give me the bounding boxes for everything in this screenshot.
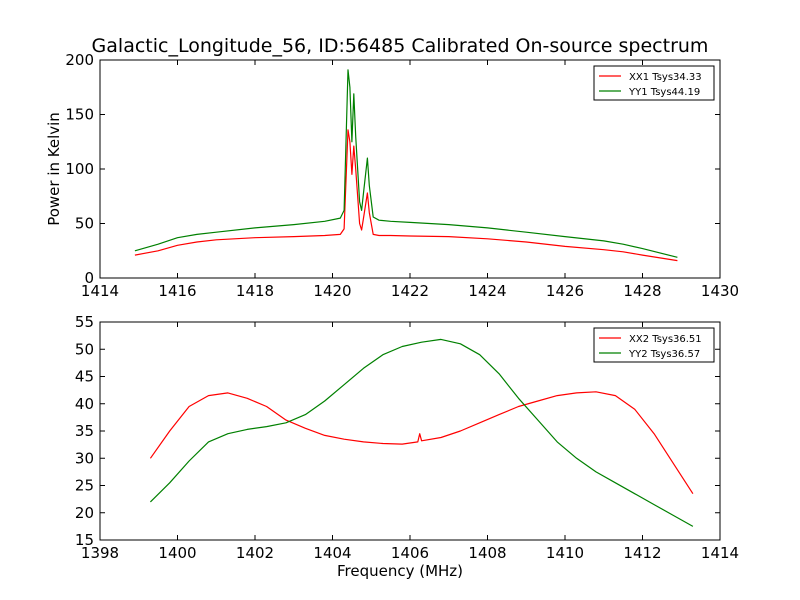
bottom-y-tick-label: 20 — [75, 504, 94, 522]
top-y-tick-label: 200 — [65, 51, 94, 69]
top-series-2-line — [134, 69, 678, 258]
top-x-tick-label: 1416 — [158, 282, 196, 300]
bottom-series-1-line — [149, 391, 694, 495]
bottom-x-tick-label: 1410 — [546, 544, 584, 562]
bottom-y-tick-label: 40 — [75, 395, 94, 413]
chart-title: Galactic_Longitude_56, ID:56485 Calibrat… — [91, 35, 709, 57]
top-legend — [593, 65, 715, 101]
bottom-legend-label-2: YY2 Tsys36.57 — [628, 349, 700, 360]
top-legend-label-2: YY1 Tsys44.19 — [628, 87, 700, 98]
top-x-tick-label: 1424 — [468, 282, 506, 300]
bottom-y-tick-label: 45 — [75, 368, 94, 386]
bottom-series-2-line — [149, 338, 694, 527]
bottom-y-tick-label: 15 — [75, 531, 94, 549]
top-x-tick-label: 1428 — [623, 282, 661, 300]
bottom-y-tick-label: 50 — [75, 340, 94, 358]
bottom-x-tick-label: 1408 — [468, 544, 506, 562]
top-y-tick-label: 100 — [65, 160, 94, 178]
bottom-legend-label-1: XX2 Tsys36.51 — [629, 334, 702, 345]
bottom-x-tick-label: 1400 — [158, 544, 196, 562]
bottom-y-tick-label: 35 — [75, 422, 94, 440]
top-y-tick-label: 150 — [65, 106, 94, 124]
bottom-x-tick-label: 1406 — [391, 544, 429, 562]
bottom-x-tick-label: 1398 — [81, 544, 119, 562]
bottom-y-tick-label: 25 — [75, 477, 94, 495]
top-x-tick-label: 1430 — [701, 282, 739, 300]
top-x-tick-label: 1422 — [391, 282, 429, 300]
bottom-x-axis-label: Frequency (MHz) — [336, 562, 464, 580]
top-x-tick-label: 1426 — [546, 282, 584, 300]
top-x-tick-label: 1418 — [236, 282, 274, 300]
top-y-tick-label: 0 — [84, 269, 94, 287]
top-legend-label-1: XX1 Tsys34.33 — [629, 72, 702, 83]
bottom-legend — [593, 327, 715, 363]
top-y-tick-label: 50 — [75, 215, 94, 233]
top-x-tick-label: 1420 — [313, 282, 351, 300]
bottom-x-tick-label: 1414 — [701, 544, 739, 562]
top-series-1-line — [134, 129, 678, 262]
bottom-y-tick-label: 55 — [75, 313, 94, 331]
bottom-x-tick-label: 1404 — [313, 544, 351, 562]
bottom-y-tick-label: 30 — [75, 449, 94, 467]
bottom-x-tick-label: 1412 — [623, 544, 661, 562]
bottom-x-tick-label: 1402 — [236, 544, 274, 562]
top-x-tick-label: 1414 — [81, 282, 119, 300]
